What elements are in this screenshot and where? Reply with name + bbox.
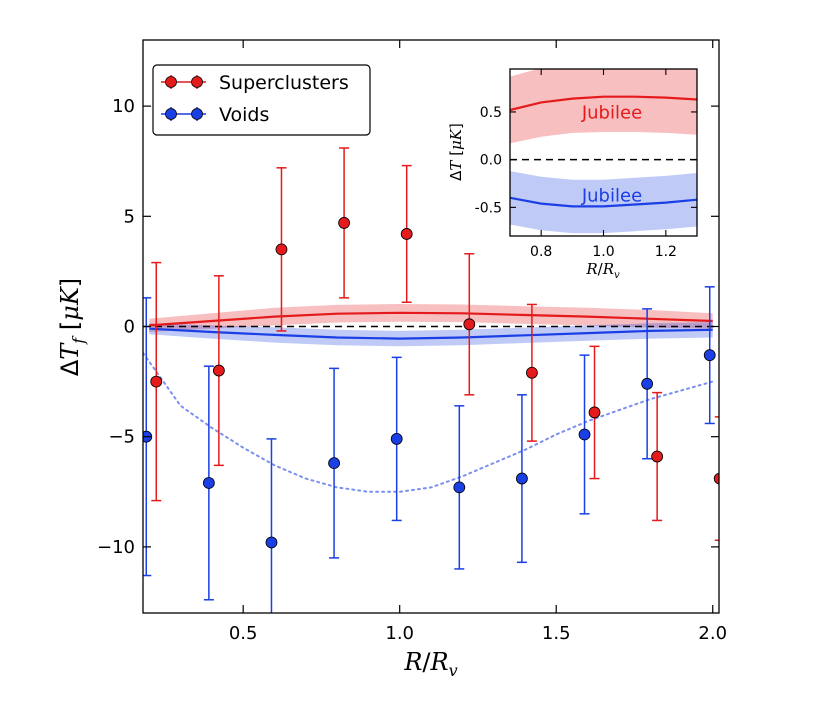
superclusters-point (713, 472, 719, 485)
inset-curve-0 (510, 95, 697, 112)
voids-point (390, 432, 403, 445)
x-tick-label: 1.5 (542, 623, 571, 644)
inset-x-axis-label: R/Rv (585, 260, 620, 281)
x-tick-label: 0.5 (229, 623, 258, 644)
main-y-axis-label: ΔTf [μK] (56, 278, 88, 376)
superclusters-point (588, 406, 601, 419)
legend-marker-superclusters (191, 76, 203, 88)
legend-marker-superclusters (165, 76, 177, 88)
x-tick-label: 1.0 (385, 623, 414, 644)
y-tick-label: −10 (97, 537, 135, 558)
legend-label-voids: Voids (219, 104, 269, 126)
voids-point (202, 477, 215, 489)
inset-x-tick-label: 1.2 (655, 244, 677, 260)
inset-curve-label: Jubilee (581, 103, 642, 124)
inset-x-tick-label: 1.0 (592, 244, 614, 260)
superclusters-point (212, 364, 225, 377)
superclusters-point (400, 228, 413, 240)
superclusters-point (526, 366, 538, 379)
y-tick-label: 5 (124, 206, 135, 227)
model-band-1 (149, 322, 713, 347)
inset-y-axis-label: ΔT [μK] (447, 123, 465, 181)
superclusters-errorbar (714, 416, 719, 542)
voids-point (578, 428, 591, 441)
inset-y-tick-label: -0.5 (475, 200, 502, 216)
y-tick-label: 10 (112, 96, 135, 117)
superclusters-point (150, 375, 163, 388)
model-curve-0 (149, 311, 713, 327)
main-x-axis-label: R/Rv (403, 648, 457, 680)
voids-point (703, 349, 716, 362)
voids-point (641, 377, 654, 390)
inset-curve-1 (510, 196, 697, 208)
voids-point (265, 536, 278, 549)
superclusters-point (651, 450, 664, 463)
legend-entry-voids: Voids (161, 104, 269, 126)
inset-band-1 (510, 171, 697, 234)
inset-y-tick-label: 0.0 (480, 153, 502, 169)
voids-point (453, 481, 466, 494)
model-band-0 (149, 304, 713, 332)
legend-box (152, 64, 371, 136)
legend-marker-voids (165, 108, 177, 120)
y-tick-label: 0 (124, 317, 135, 338)
legend-entry-superclusters: Superclusters (161, 72, 349, 94)
y-tick-label: −5 (108, 427, 135, 448)
legend-label-superclusters: Superclusters (219, 72, 349, 94)
inset-curve-label: Jubilee (581, 185, 642, 206)
model-curve-2 (143, 351, 714, 493)
inset-y-tick-label: 0.5 (480, 105, 502, 121)
superclusters-point (275, 243, 288, 256)
superclusters-point (338, 217, 350, 229)
inset-plot: Jubilee Jubilee 0.8 1.0 1.2 0.5 0.0 -0.5 R/Rv… (447, 68, 698, 281)
inset-x-tick-label: 0.8 (530, 244, 552, 260)
voids-point (516, 472, 528, 485)
legend: Superclusters Voids (152, 64, 371, 136)
inset-band-0 (510, 69, 697, 144)
model-curve-1 (149, 327, 713, 340)
x-tick-label: 2.0 (698, 623, 727, 644)
voids-point (328, 457, 340, 470)
superclusters-point (463, 318, 476, 331)
legend-marker-voids (191, 108, 203, 120)
